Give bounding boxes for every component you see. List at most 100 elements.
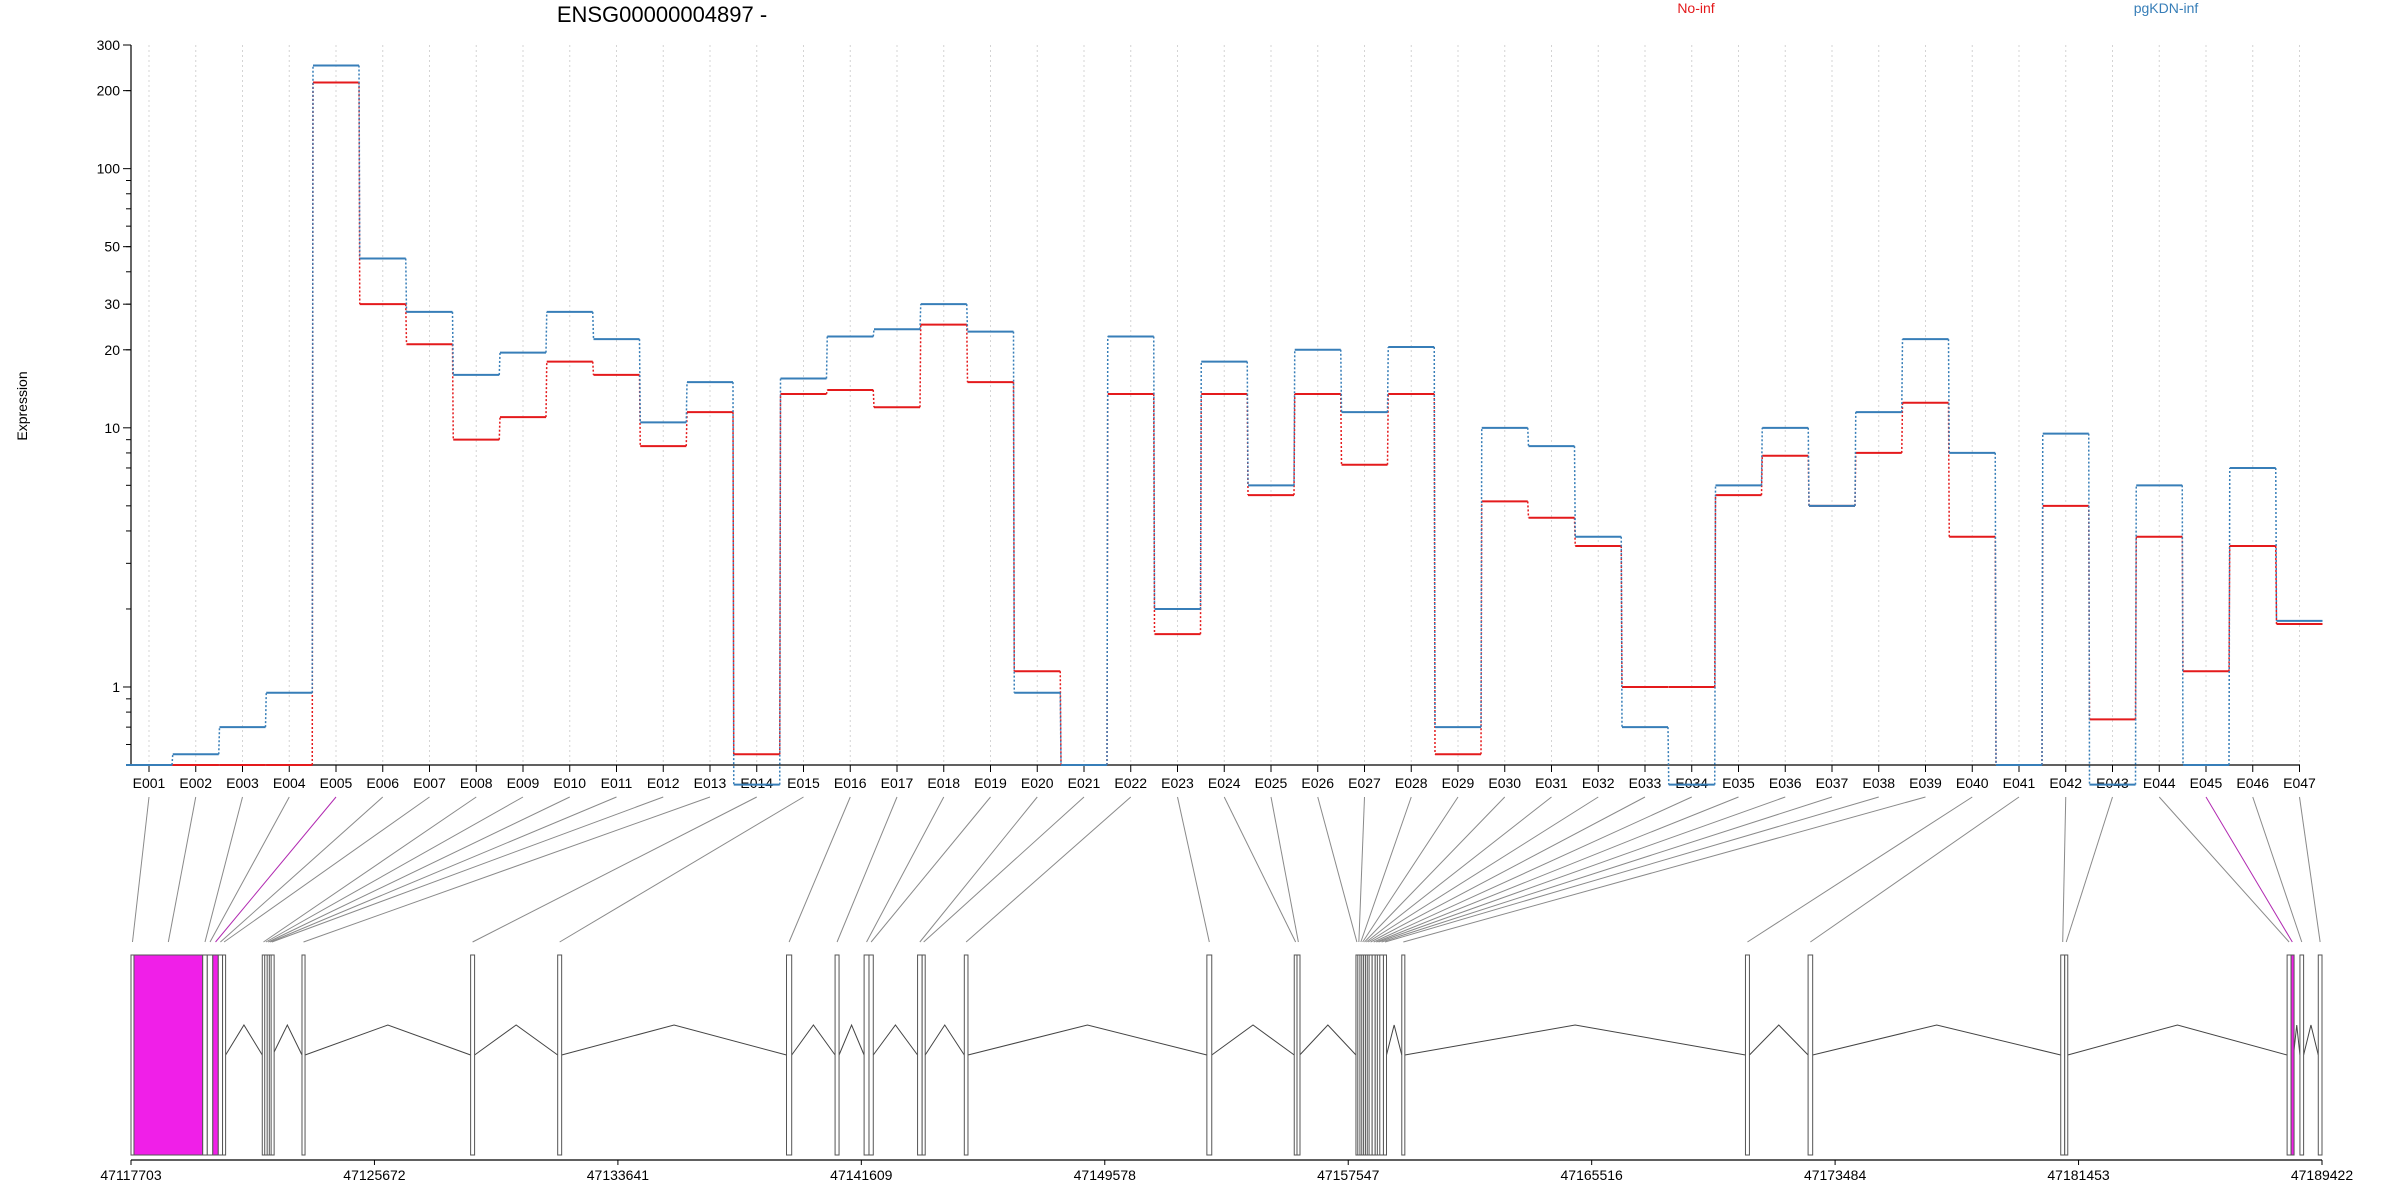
series-connector [1293, 349, 1296, 486]
genomic-tick-label: 47149578 [1074, 1167, 1137, 1183]
exon-box-E012 [270, 954, 275, 1156]
x-tick-label: E014 [740, 775, 773, 791]
exon-box-E018 [863, 954, 870, 1156]
exon-connector-E025 [1270, 796, 1299, 943]
series-connector [1994, 452, 1997, 766]
series-connector [1293, 394, 1296, 496]
exon-box-E025 [1296, 954, 1301, 1156]
genomic-tick-label: 47141609 [830, 1167, 893, 1183]
exon-box-E040 [1744, 954, 1750, 1156]
exon-box-E020 [917, 954, 923, 1156]
intron-line [1386, 1024, 1403, 1056]
exon-connector-E027 [1358, 796, 1365, 943]
exon-box-E045 [2290, 954, 2295, 1156]
exon-connector-E021 [923, 796, 1085, 943]
exon-box-E004 [206, 954, 214, 1156]
exon-connector-E039 [1403, 796, 1926, 943]
x-tick-label: E011 [601, 775, 633, 791]
exon-box-E039 [1401, 954, 1406, 1156]
exon-connector-E030 [1364, 796, 1506, 943]
x-tick-label: E020 [1021, 775, 1054, 791]
x-tick-label: E033 [1629, 775, 1662, 791]
series-connector [1760, 427, 1763, 486]
x-tick-label: E004 [273, 775, 306, 791]
series-connector [732, 412, 735, 755]
intron-line [838, 1023, 865, 1056]
intron-line [2293, 1024, 2301, 1056]
exon-connector-E014 [472, 796, 757, 943]
series-connector [779, 394, 782, 755]
x-tick-label: E043 [2096, 775, 2129, 791]
series-connector [1480, 427, 1483, 728]
series-connector [1527, 427, 1530, 447]
exon-box-E013 [301, 954, 306, 1156]
intron-line [225, 1024, 263, 1056]
exon-connector-E045 [2205, 796, 2293, 943]
x-tick-label: E028 [1395, 775, 1428, 791]
series-connector [1386, 347, 1389, 413]
exon-box-E044 [2286, 954, 2292, 1156]
series-connector [2181, 485, 2184, 766]
intron-line [2303, 1024, 2319, 1056]
series-connector [358, 65, 361, 259]
series-connector [872, 329, 875, 337]
exon-connector-E006 [220, 796, 384, 943]
x-tick-label: E027 [1348, 775, 1381, 791]
genomic-tick-label: 47157547 [1317, 1167, 1380, 1183]
x-tick-label: E009 [507, 775, 540, 791]
exon-box-E003 [202, 954, 208, 1156]
x-tick-label: E010 [553, 775, 586, 791]
y-tick-label: 10 [104, 420, 120, 436]
series-connector [1433, 347, 1436, 728]
x-tick-label: E005 [320, 775, 353, 791]
x-tick-label: E017 [881, 775, 914, 791]
exon-connector-E029 [1362, 796, 1459, 943]
exon-connector-E004 [209, 796, 290, 943]
series-connector [1714, 485, 1717, 785]
series-connector [405, 304, 408, 345]
series-connector [1901, 339, 1904, 413]
exon-connector-E047 [2299, 796, 2321, 943]
y-tick-label: 20 [104, 342, 120, 358]
chart-series [126, 64, 2323, 786]
series-connector [2181, 536, 2184, 672]
series-connector [1667, 727, 1670, 785]
series-connector [966, 324, 969, 383]
chart-axes: 1 10 20 30 50 100 200 300 E001 E002 E003 E004 E005 E0… [97, 37, 2316, 791]
genomic-tick-label: 47117703 [100, 1167, 161, 1183]
series-connector [311, 65, 314, 693]
series-connector [966, 304, 969, 332]
exon-connector-E002 [167, 796, 197, 943]
x-tick-label: E042 [2049, 775, 2082, 791]
y-tick-label: 100 [97, 161, 121, 177]
x-tick-label: E038 [1862, 775, 1895, 791]
series-connector [638, 339, 641, 423]
series-connector [2228, 467, 2231, 766]
y-axis-label: Expression [14, 371, 30, 440]
exon-connector-E012 [271, 796, 664, 943]
exon-box-E015 [557, 954, 563, 1156]
intron-line [474, 1024, 558, 1056]
series-connector [1527, 501, 1530, 518]
x-tick-label: E037 [1816, 775, 1849, 791]
exon-connector-E020 [919, 796, 1038, 943]
intron-line [1404, 1024, 1746, 1056]
exon-box-E043 [2064, 954, 2069, 1156]
x-tick-label: E008 [460, 775, 493, 791]
exon-connector-E046 [2252, 796, 2303, 943]
series-connector [218, 727, 221, 755]
intron-line [924, 1024, 965, 1056]
genomic-tick-label: 47181453 [2047, 1167, 2110, 1183]
exon-connector-E040 [1747, 796, 1973, 943]
exon-connector-E016 [788, 796, 851, 943]
series-connector [545, 361, 548, 418]
genomic-tick-label: 47133641 [587, 1167, 650, 1183]
series-connector [405, 258, 408, 312]
x-tick-label: E001 [133, 775, 166, 791]
series-connector [2228, 545, 2231, 672]
x-tick-label: E031 [1535, 775, 1568, 791]
exon-connector-E044 [2158, 796, 2290, 943]
x-tick-label: E018 [927, 775, 960, 791]
exon-connector-E015 [559, 796, 804, 943]
exon-box-E037 [1379, 954, 1384, 1156]
